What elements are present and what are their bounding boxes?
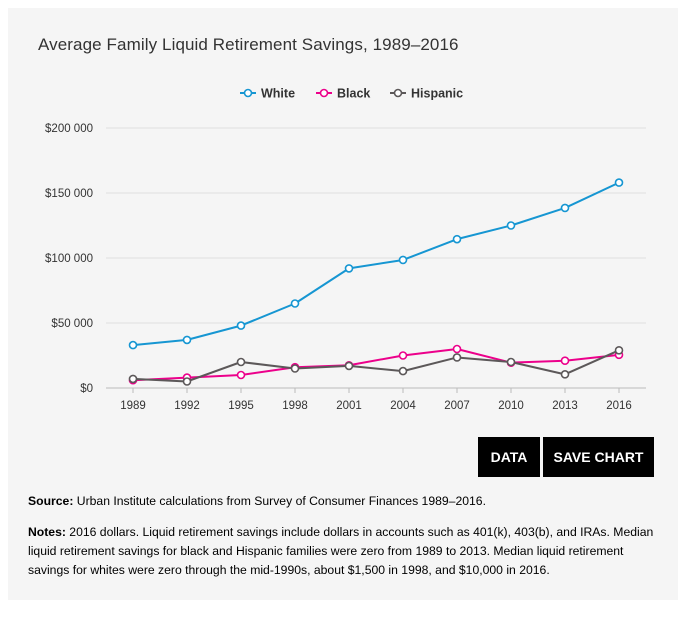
x-tick-label: 2010 [498,400,524,412]
legend-label: White [261,87,295,101]
data-point-black [398,351,408,360]
legend-label: Hispanic [411,87,463,101]
y-tick-label: $200 000 [45,123,93,135]
y-axis: $0 $50 000 $100 000 $150 000 $200 000 [45,123,93,395]
y-tick-label: $50 000 [51,318,93,330]
legend-swatch-marker [393,88,403,98]
source-text: Urban Institute calculations from Survey… [73,494,486,508]
data-point-white [290,299,300,308]
data-point-hispanic [182,377,192,386]
data-point-white [344,264,354,273]
chart-card: Average Family Liquid Retirement Savings… [8,8,678,600]
data-point-black [560,356,570,366]
data-point-white [560,203,570,213]
data-button[interactable]: DATA [478,437,540,477]
legend-item-white: White [240,87,295,101]
series-line-hispanic [132,349,620,383]
line-chart: White Black Hispanic $0 $50 000 $100 000 $150… [45,87,646,412]
legend-item-black: Black [316,87,370,101]
notes-label: Notes: [28,525,66,539]
x-tick-label: 1998 [282,400,308,412]
x-tick-label: 1989 [120,400,146,412]
legend-item-hispanic: Hispanic [390,87,463,101]
data-point-hispanic [290,364,300,373]
data-point-hispanic [344,361,354,371]
series-line-white [132,181,620,347]
data-point-white [182,335,192,345]
save-chart-button[interactable]: SAVE CHART [543,437,654,477]
legend: White Black Hispanic [240,87,463,101]
data-point-hispanic [560,370,570,379]
data-point-white [128,340,138,350]
data-point-white [506,221,516,230]
data-point-hispanic [128,374,138,384]
x-tick-label: 2016 [606,400,632,412]
data-point-hispanic [452,353,462,362]
y-tick-label: $100 000 [45,253,93,265]
data-point-hispanic [506,357,516,367]
data-point-white [398,255,408,265]
x-tick-label: 1992 [174,400,200,412]
x-tick-label: 2004 [390,400,416,412]
data-point-hispanic [614,345,624,355]
y-tick-label: $150 000 [45,188,93,200]
data-point-black [452,344,462,354]
notes-text: 2016 dollars. Liquid retirement savings … [28,525,654,577]
x-axis: 1989 1992 1995 1998 2001 2004 2007 2010 2013 2016 [106,387,646,412]
legend-label: Black [337,87,370,101]
x-tick-label: 2007 [444,400,470,412]
x-tick-label: 2001 [336,400,362,412]
notes-text-block: Notes: 2016 dollars. Liquid retirement s… [28,523,663,580]
grid [106,127,646,324]
x-tick-label: 2013 [552,400,578,412]
data-point-hispanic [398,366,408,376]
data-point-black [236,370,246,380]
data-point-white [236,321,246,330]
data-point-white [614,178,624,187]
data-point-hispanic [236,357,246,367]
series-line-black [132,348,620,382]
source-note: Source: Urban Institute calculations fro… [28,492,658,510]
plot-area [128,178,624,386]
data-point-white [452,234,462,244]
legend-swatch-marker [319,88,329,98]
legend-swatch-marker [243,88,253,98]
source-label: Source: [28,494,74,508]
x-tick-label: 1995 [228,400,254,412]
y-tick-label: $0 [80,383,93,395]
chart-title: Average Family Liquid Retirement Savings… [38,35,459,54]
